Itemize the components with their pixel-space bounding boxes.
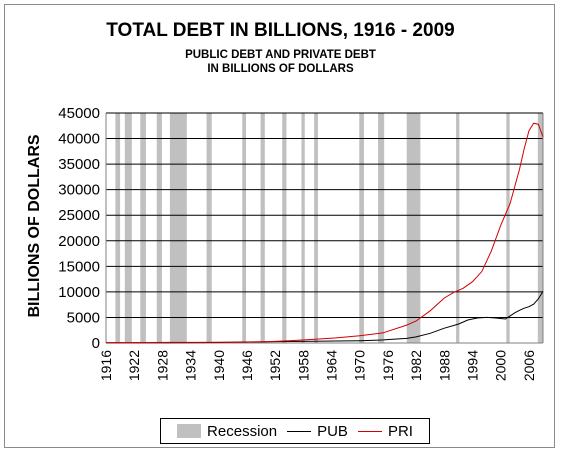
recession-band-13 bbox=[406, 113, 421, 343]
x-tick-label-1934: 1934 bbox=[183, 350, 199, 381]
recession-band-0 bbox=[115, 113, 121, 343]
chart-subtitle: PUBLIC DEBT AND PRIVATE DEBT IN BILLIONS… bbox=[0, 48, 561, 76]
recession-band-8 bbox=[282, 113, 287, 343]
x-tick-label-1916: 1916 bbox=[98, 350, 114, 381]
legend-swatch-pri bbox=[357, 430, 382, 432]
x-tick-labels: 1916 1922 1928 1934 1940 1946 1952 1958 1964 1970… bbox=[98, 350, 537, 381]
recession-band-6 bbox=[242, 113, 247, 343]
legend-swatch-pub bbox=[287, 430, 312, 432]
x-tick-label-1946: 1946 bbox=[239, 350, 255, 381]
recession-band-15 bbox=[506, 113, 510, 343]
recession-band-2 bbox=[140, 113, 146, 343]
x-tick-label-1994: 1994 bbox=[465, 350, 481, 381]
legend-item-pub: PUB bbox=[287, 423, 348, 440]
recession-bands bbox=[115, 113, 543, 343]
recession-band-4 bbox=[169, 113, 187, 343]
legend-label-pub: PUB bbox=[317, 422, 348, 440]
y-tick-labels: 0 5000 10000 15000 20000 25000 30000 35000 40000… bbox=[58, 105, 100, 352]
y-tick-label-5000: 5000 bbox=[67, 309, 100, 326]
y-tick-label-25000: 25000 bbox=[58, 207, 100, 224]
x-tick-label-2000: 2000 bbox=[493, 350, 509, 381]
y-tick-label-10000: 10000 bbox=[58, 284, 100, 301]
recession-band-12 bbox=[378, 113, 385, 343]
recession-band-5 bbox=[206, 113, 212, 343]
y-tick-label-30000: 30000 bbox=[58, 182, 100, 199]
legend: Recession PUB PRI bbox=[160, 418, 430, 444]
x-tick-label-1928: 1928 bbox=[154, 350, 170, 381]
series-lines bbox=[105, 122, 544, 344]
recession-band-9 bbox=[301, 113, 305, 343]
x-tick-label-1970: 1970 bbox=[352, 350, 368, 381]
x-tick-label-1958: 1958 bbox=[295, 350, 311, 381]
recession-band-11 bbox=[359, 113, 364, 343]
series-line-pri bbox=[105, 122, 544, 344]
y-tick-label-45000: 45000 bbox=[58, 105, 100, 122]
chart-subtitle-line-2: IN BILLIONS OF DOLLARS bbox=[207, 63, 354, 75]
y-tick-label-15000: 15000 bbox=[58, 258, 100, 275]
recession-band-10 bbox=[314, 113, 318, 343]
y-tick-label-35000: 35000 bbox=[58, 156, 100, 173]
x-tick-label-1922: 1922 bbox=[126, 350, 142, 381]
legend-label-recession: Recession bbox=[207, 422, 278, 440]
gridlines bbox=[106, 112, 543, 318]
x-tick-label-1976: 1976 bbox=[380, 350, 396, 381]
recession-band-3 bbox=[156, 113, 162, 343]
x-tick-label-1952: 1952 bbox=[267, 350, 283, 381]
recession-band-16 bbox=[537, 113, 543, 343]
chart-frame bbox=[4, 4, 555, 448]
x-tick-label-1940: 1940 bbox=[211, 350, 227, 381]
x-tick-label-1988: 1988 bbox=[436, 350, 452, 381]
legend-item-pri: PRI bbox=[357, 422, 413, 440]
y-tick-label-20000: 20000 bbox=[58, 233, 100, 250]
y-tick-label-40000: 40000 bbox=[58, 131, 100, 148]
x-tick-label-1964: 1964 bbox=[324, 350, 340, 381]
recession-band-14 bbox=[456, 113, 460, 343]
recession-band-7 bbox=[260, 113, 265, 343]
chart-subtitle-line-1: PUBLIC DEBT AND PRIVATE DEBT bbox=[185, 49, 376, 61]
legend-swatch-recession bbox=[177, 424, 202, 438]
y-tick-label-0: 0 bbox=[92, 335, 100, 352]
x-tick-label-1982: 1982 bbox=[408, 350, 424, 381]
recession-band-1 bbox=[124, 113, 132, 343]
chart-title: TOTAL DEBT IN BILLIONS, 1916 - 2009 bbox=[106, 20, 455, 41]
x-tick-label-2006: 2006 bbox=[521, 350, 537, 381]
y-axis-label: BILLIONS OF DOLLARS bbox=[26, 134, 43, 317]
legend-label-pri: PRI bbox=[387, 422, 413, 440]
legend-item-recession: Recession bbox=[177, 423, 277, 440]
